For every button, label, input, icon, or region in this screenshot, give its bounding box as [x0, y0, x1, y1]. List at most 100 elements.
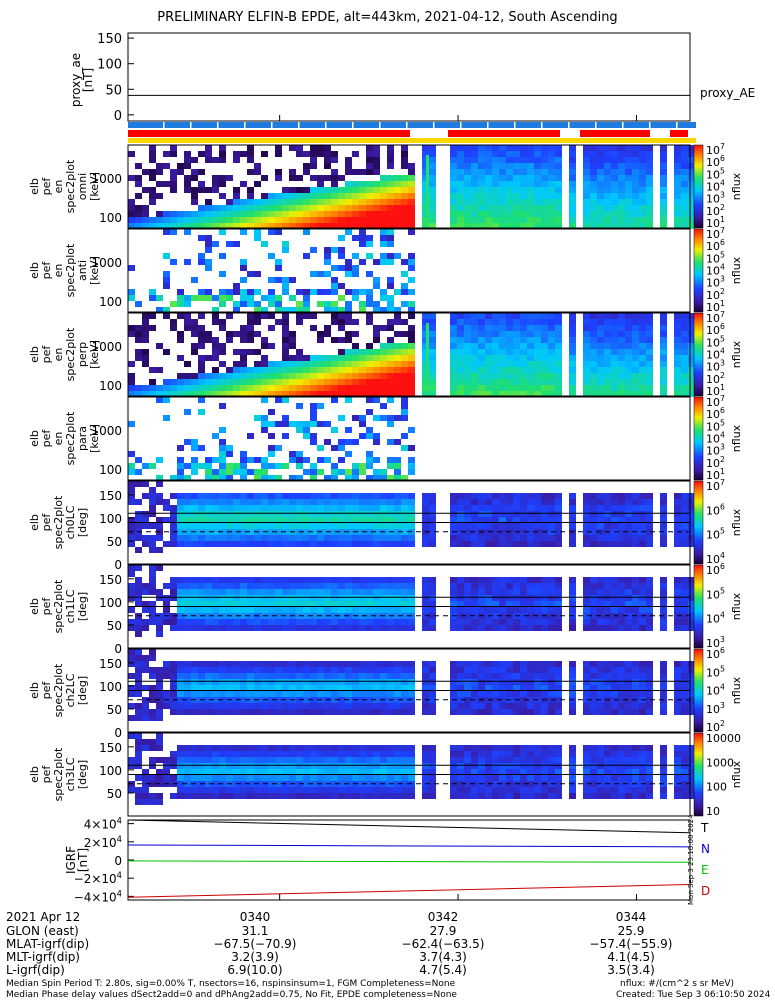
spectrogram-cell — [604, 349, 611, 355]
spectrogram-cell — [464, 211, 471, 217]
spectrogram-cell — [191, 211, 198, 217]
spectrogram-cell — [534, 325, 541, 331]
spectrogram-cell — [394, 475, 401, 481]
spectrogram-cell — [681, 619, 688, 625]
colorbar — [693, 312, 704, 397]
spectrogram-cell — [338, 697, 345, 703]
status-bar-spin — [128, 122, 696, 128]
spectrogram-cell — [541, 325, 548, 331]
spectrogram-cell — [688, 685, 695, 691]
spectrogram-cell — [310, 793, 317, 799]
spectrogram-cell — [317, 391, 324, 397]
spectrogram-cell — [359, 535, 366, 541]
eph-value: −62.4(−63.5) — [401, 937, 485, 951]
spectrogram-cell — [408, 457, 415, 463]
spectrogram-cell — [534, 145, 541, 151]
spectrogram-cell — [338, 337, 345, 343]
spectrogram-cell — [513, 337, 520, 343]
spectrogram-cell — [345, 493, 352, 499]
spectrogram-cell — [233, 301, 240, 307]
spectrogram-cell — [450, 163, 457, 169]
spectrogram-cell — [212, 691, 219, 697]
spectrogram-cell — [352, 505, 359, 511]
spectrogram-cell — [485, 541, 492, 547]
spectrogram-cell — [478, 373, 485, 379]
spectrogram-cell — [394, 379, 401, 385]
panel-frame — [127, 396, 691, 481]
spectrogram-cell — [485, 181, 492, 187]
spectrogram-cell — [198, 517, 205, 523]
spectrogram-cell — [373, 193, 380, 199]
spectrogram-cell — [618, 673, 625, 679]
spectrogram-cell — [359, 361, 366, 367]
spectrogram-cell — [401, 181, 408, 187]
spectrogram-cell — [583, 523, 590, 529]
spectrogram-cell — [513, 385, 520, 391]
panel-axis-label: elb — [28, 262, 41, 279]
spectrogram-cell — [366, 475, 373, 481]
spectrogram-cell — [380, 691, 387, 697]
spectrogram-cell — [275, 295, 282, 301]
spectrogram-cell — [170, 325, 177, 331]
colorbar-label: nflux — [730, 760, 743, 788]
spectrogram-cell — [345, 397, 352, 403]
spectrogram-cell — [387, 661, 394, 667]
spectrogram-cell — [408, 505, 415, 511]
spectrogram-cell — [513, 517, 520, 523]
spectrogram-cell — [639, 181, 646, 187]
spectrogram-cell — [135, 535, 142, 541]
spectrogram-cell — [219, 499, 226, 505]
spectrogram-cell — [310, 469, 317, 475]
spectrogram-cell — [324, 307, 331, 313]
spectrogram-cell — [373, 283, 380, 289]
spectrogram-cell — [226, 763, 233, 769]
spectrogram-cell — [611, 769, 618, 775]
spectrogram-cell — [310, 703, 317, 709]
spectrogram-cell — [317, 583, 324, 589]
spectrogram-cell — [163, 691, 170, 697]
spectrogram-cell — [261, 511, 268, 517]
spectrogram-cell — [534, 775, 541, 781]
spectrogram-cell — [618, 685, 625, 691]
spectrogram-cell — [520, 601, 527, 607]
colorbar-label: nflux — [730, 256, 743, 284]
spectrogram-cell — [569, 331, 576, 337]
spectrogram-cell — [513, 763, 520, 769]
spectrogram-cell — [247, 517, 254, 523]
spectrogram-cell — [240, 517, 247, 523]
spectrogram-cell — [373, 535, 380, 541]
spectrogram-cell — [177, 607, 184, 613]
spectrogram-cell — [674, 577, 681, 583]
spectrogram-cell — [569, 757, 576, 763]
spectrogram-cell — [247, 583, 254, 589]
spectrogram-cell — [268, 673, 275, 679]
spectrogram-cell — [219, 751, 226, 757]
spectrogram-cell — [408, 391, 415, 397]
spectrogram-cell — [345, 259, 352, 265]
spectrogram-cell — [170, 691, 177, 697]
spectrogram-cell — [324, 691, 331, 697]
spectrogram-cell — [317, 373, 324, 379]
spectrogram-cell — [625, 763, 632, 769]
spectrogram-cell — [261, 583, 268, 589]
spectrogram-cell — [289, 607, 296, 613]
spectrogram-cell — [142, 607, 149, 613]
spectrogram-cell — [254, 391, 261, 397]
spectrogram-cell — [380, 229, 387, 235]
spectrogram-cell — [345, 307, 352, 313]
spectrogram-cell — [170, 679, 177, 685]
spectrogram-cell — [548, 523, 555, 529]
y-tick-label: 1000 — [91, 172, 122, 186]
spectrogram-cell — [541, 379, 548, 385]
spectrogram-cell — [142, 769, 149, 775]
spectrogram-cell — [485, 667, 492, 673]
spectrogram-cell — [569, 499, 576, 505]
spectrogram-cell — [184, 685, 191, 691]
spectrogram-cell — [422, 379, 429, 385]
spectrogram-cell — [492, 679, 499, 685]
spectrogram-cell — [555, 523, 562, 529]
eph-value: 6.9(10.0) — [227, 963, 283, 977]
spectrogram-cell — [625, 361, 632, 367]
spectrogram-cell — [513, 577, 520, 583]
spectrogram-cell — [359, 301, 366, 307]
